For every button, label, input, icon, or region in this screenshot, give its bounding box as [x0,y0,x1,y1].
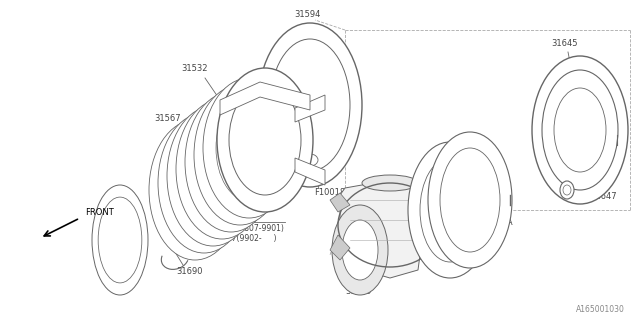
Ellipse shape [185,92,277,232]
Ellipse shape [408,142,492,278]
Ellipse shape [167,106,259,246]
Polygon shape [295,158,325,185]
Ellipse shape [189,116,255,222]
Polygon shape [220,82,310,115]
Text: 31616*B: 31616*B [456,250,493,259]
Ellipse shape [542,70,618,190]
Ellipse shape [302,154,318,166]
Ellipse shape [194,85,286,225]
Ellipse shape [440,148,500,252]
Ellipse shape [162,137,228,243]
Text: 31536: 31536 [282,164,308,172]
Ellipse shape [176,99,268,239]
Text: 31690: 31690 [177,268,204,276]
Ellipse shape [203,78,295,218]
Ellipse shape [420,158,480,262]
Ellipse shape [332,205,388,295]
Text: 31616*A: 31616*A [476,218,513,227]
Text: 31646: 31646 [372,253,398,262]
Ellipse shape [560,181,574,199]
Ellipse shape [362,175,418,191]
Ellipse shape [554,88,606,172]
Text: F10018(9807-9901): F10018(9807-9901) [208,223,284,233]
Ellipse shape [563,185,571,195]
Text: 31594: 31594 [294,10,320,19]
Polygon shape [295,95,325,122]
Ellipse shape [149,120,241,260]
Text: 31599: 31599 [345,287,371,297]
Ellipse shape [270,39,350,171]
Ellipse shape [207,102,273,208]
Ellipse shape [98,197,142,283]
Ellipse shape [229,85,301,195]
Text: 31567: 31567 [155,114,181,123]
Ellipse shape [180,123,246,229]
Text: 31645: 31645 [552,38,579,47]
Ellipse shape [198,109,264,215]
Text: 31532: 31532 [182,63,208,73]
Ellipse shape [428,132,512,268]
Text: 31647: 31647 [590,191,616,201]
Text: F10027(9902-     ): F10027(9902- ) [208,234,276,243]
Ellipse shape [92,185,148,295]
Text: FRONT: FRONT [85,207,114,217]
Ellipse shape [532,56,628,204]
Text: F10018: F10018 [314,188,346,196]
Ellipse shape [217,68,313,212]
Ellipse shape [171,130,237,236]
Ellipse shape [342,220,378,280]
Text: A165001030: A165001030 [576,306,625,315]
Polygon shape [330,235,350,260]
Polygon shape [330,193,350,212]
Ellipse shape [216,95,282,201]
Ellipse shape [158,113,250,253]
Polygon shape [340,180,420,278]
Ellipse shape [258,23,362,187]
